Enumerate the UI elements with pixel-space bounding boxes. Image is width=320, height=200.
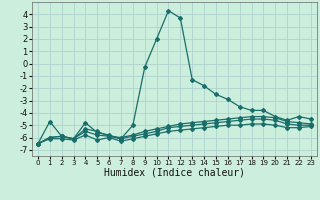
X-axis label: Humidex (Indice chaleur): Humidex (Indice chaleur)	[104, 168, 245, 178]
